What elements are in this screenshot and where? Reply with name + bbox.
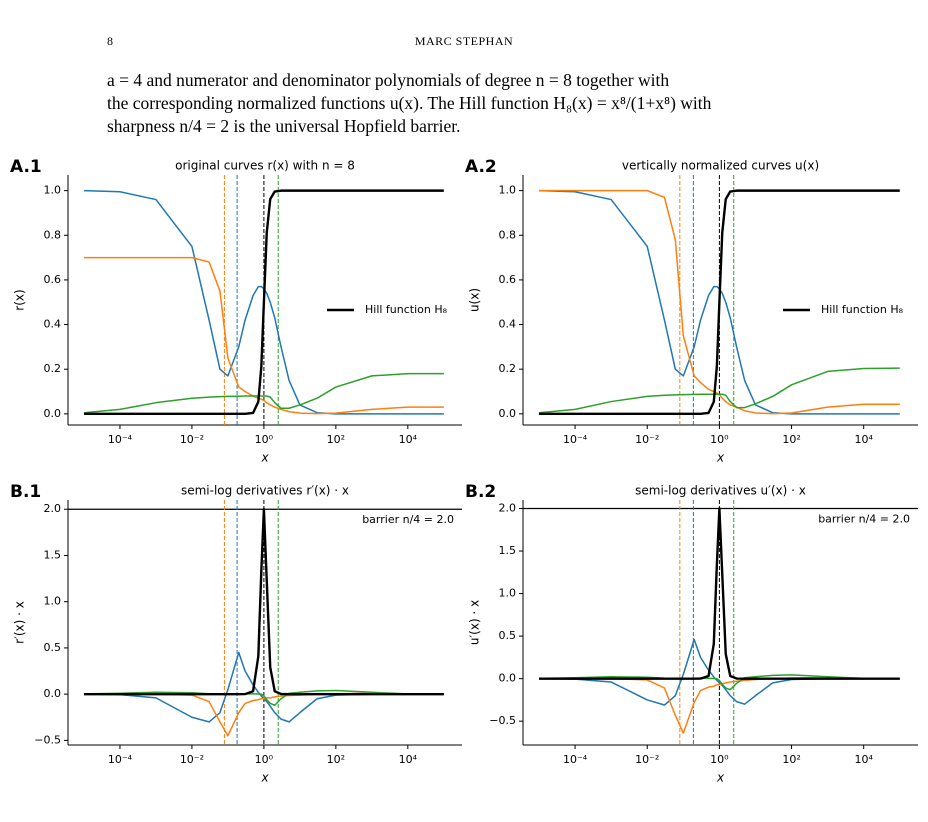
y-tick-label: 0.4 bbox=[499, 318, 517, 331]
legend-label: Hill function H₈ bbox=[821, 303, 904, 316]
y-tick-label: 2.0 bbox=[44, 502, 62, 515]
y-tick-label: 0.0 bbox=[499, 672, 517, 685]
chart-title: vertically normalized curves u(x) bbox=[622, 159, 819, 173]
series-line bbox=[83, 372, 444, 414]
barrier-label: barrier n/4 = 2.0 bbox=[818, 513, 910, 526]
x-tick-label: 10⁰ bbox=[255, 433, 274, 446]
y-axis-label: r′(x) · x bbox=[13, 601, 27, 644]
series-line bbox=[539, 189, 900, 416]
x-tick-label: 10⁴ bbox=[399, 753, 418, 766]
panel-label: A.2 bbox=[465, 157, 497, 177]
x-axis-label: x bbox=[260, 771, 269, 785]
x-axis-label: x bbox=[260, 451, 269, 465]
y-tick-label: −0.5 bbox=[34, 733, 61, 746]
x-tick-label: 10² bbox=[782, 433, 800, 446]
x-tick-label: 10⁻⁴ bbox=[563, 433, 588, 446]
panel-label: B.2 bbox=[465, 482, 496, 502]
y-tick-label: 1.0 bbox=[499, 587, 517, 600]
legend-label: Hill function H₈ bbox=[365, 303, 448, 316]
x-tick-label: 10² bbox=[782, 753, 800, 766]
y-tick-label: 0.0 bbox=[44, 407, 62, 420]
y-tick-label: 0.4 bbox=[44, 318, 62, 331]
y-tick-label: 1.5 bbox=[44, 548, 62, 561]
x-tick-label: 10⁻⁴ bbox=[108, 433, 133, 446]
y-tick-label: 0.6 bbox=[44, 273, 62, 286]
x-tick-label: 10² bbox=[327, 753, 345, 766]
y-tick-label: 0.5 bbox=[499, 629, 517, 642]
chart-title: semi-log derivatives u′(x) · x bbox=[635, 484, 806, 498]
page-number: 8 bbox=[107, 34, 113, 48]
x-tick-label: 10⁻² bbox=[180, 753, 204, 766]
paragraph-line: the corresponding normalized functions u… bbox=[107, 93, 712, 113]
y-tick-label: 0.6 bbox=[499, 273, 517, 286]
series-line bbox=[83, 189, 444, 416]
x-tick-label: 10⁻² bbox=[635, 433, 659, 446]
running-title: MARC STEPHAN bbox=[415, 34, 513, 48]
y-tick-label: 0.8 bbox=[499, 228, 517, 241]
x-axis-label: x bbox=[716, 451, 725, 465]
series-line bbox=[539, 638, 900, 706]
y-tick-label: 0.0 bbox=[44, 687, 62, 700]
series-line bbox=[83, 651, 444, 723]
x-tick-label: 10⁻⁴ bbox=[108, 753, 133, 766]
y-axis-label: u(x) bbox=[468, 288, 482, 312]
y-tick-label: 0.2 bbox=[499, 362, 517, 375]
y-tick-label: 0.0 bbox=[499, 407, 517, 420]
paragraph-line: sharpness n/4 = 2 is the universal Hopfi… bbox=[107, 116, 460, 136]
series-line bbox=[83, 508, 444, 696]
series-line bbox=[538, 367, 900, 414]
y-tick-label: 0.5 bbox=[44, 641, 62, 654]
paragraph-line: a = 4 and numerator and denominator poly… bbox=[107, 70, 669, 90]
panel-label: A.1 bbox=[10, 157, 42, 177]
y-tick-label: 1.5 bbox=[499, 544, 517, 557]
x-tick-label: 10⁰ bbox=[255, 753, 274, 766]
x-tick-label: 10⁰ bbox=[710, 433, 729, 446]
x-tick-label: 10⁴ bbox=[854, 753, 873, 766]
series-line bbox=[539, 507, 900, 680]
x-tick-label: 10⁴ bbox=[854, 433, 873, 446]
y-tick-label: 1.0 bbox=[499, 184, 517, 197]
x-tick-label: 10⁻² bbox=[180, 433, 204, 446]
chart-title: semi-log derivatives r′(x) · x bbox=[181, 484, 349, 498]
panel-label: B.1 bbox=[10, 482, 41, 502]
barrier-label: barrier n/4 = 2.0 bbox=[362, 513, 454, 526]
y-axis-label: r(x) bbox=[13, 289, 27, 310]
x-tick-label: 10⁻⁴ bbox=[563, 753, 588, 766]
x-tick-label: 10⁰ bbox=[710, 753, 729, 766]
x-tick-label: 10⁻² bbox=[635, 753, 659, 766]
y-tick-label: 0.8 bbox=[44, 228, 62, 241]
y-tick-label: 0.2 bbox=[44, 362, 62, 375]
chart-title: original curves r(x) with n = 8 bbox=[175, 159, 355, 173]
y-tick-label: 1.0 bbox=[44, 184, 62, 197]
y-tick-label: −0.5 bbox=[489, 714, 516, 727]
y-tick-label: 2.0 bbox=[499, 502, 517, 515]
x-axis-label: x bbox=[716, 771, 725, 785]
x-tick-label: 10² bbox=[327, 433, 345, 446]
series-line bbox=[83, 256, 444, 415]
y-tick-label: 1.0 bbox=[44, 595, 62, 608]
y-axis-label: u′(x) · x bbox=[468, 600, 482, 645]
x-tick-label: 10⁴ bbox=[399, 433, 418, 446]
